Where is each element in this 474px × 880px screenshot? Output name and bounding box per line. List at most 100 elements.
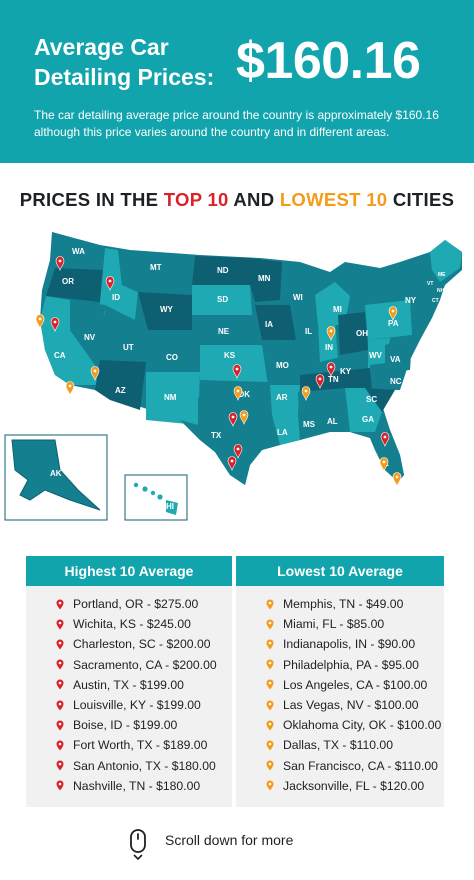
heading-lowest: LOWEST 10 [279, 189, 388, 210]
map-pin-dot [304, 389, 308, 393]
city-price: Miami, FL - $85.00 [283, 617, 385, 632]
map-pin-dot [53, 320, 57, 324]
heading-top: TOP 10 [163, 189, 229, 210]
map-pin-icon [56, 619, 64, 630]
city-price: Oklahoma City, OK - $100.00 [283, 718, 442, 733]
map-pin-icon [56, 659, 64, 670]
highest-column-header: Highest 10 Average [26, 556, 232, 586]
map-pin-icon [266, 700, 274, 711]
svg-text:IA: IA [265, 320, 273, 329]
map-pin-icon [56, 700, 64, 711]
map-pin-icon [266, 780, 274, 791]
svg-text:ND: ND [217, 266, 229, 275]
mouse-icon [130, 829, 146, 861]
svg-text:IL: IL [305, 327, 312, 336]
header-banner: Average Car Detailing Prices: $160.16 Th… [0, 0, 474, 163]
map-pin-high [326, 362, 336, 377]
svg-text:ME: ME [438, 272, 446, 278]
scroll-hint[interactable]: Scroll down for more [165, 832, 294, 848]
svg-text:WY: WY [160, 305, 174, 314]
map-pin-dot [68, 384, 72, 388]
city-price: Memphis, TN - $49.00 [283, 597, 404, 612]
map-pin-dot [236, 389, 240, 393]
map-pin-dot [382, 460, 386, 464]
map-pin-icon [56, 760, 64, 771]
city-price: Charleston, SC - $200.00 [73, 637, 211, 652]
city-price: Sacramento, CA - $200.00 [73, 657, 217, 672]
map-pin-dot [395, 475, 399, 479]
hawaii [133, 482, 178, 515]
map-pin-icon [266, 599, 274, 610]
map-pin-low [233, 386, 243, 401]
svg-text:WV: WV [369, 351, 383, 360]
list-item: Boise, ID - $199.00 [56, 715, 217, 735]
map-pin-low [388, 306, 398, 321]
map-pin-dot [58, 259, 62, 263]
city-price: Los Angeles, CA - $100.00 [283, 677, 428, 692]
svg-text:AR: AR [276, 393, 288, 402]
list-item: Philadelphia, PA - $95.00 [266, 655, 441, 675]
map-pin-icon [56, 780, 64, 791]
column-divider [232, 556, 236, 807]
list-item: Jacksonville, FL - $120.00 [266, 776, 441, 796]
list-item: Nashville, TN - $180.00 [56, 776, 217, 796]
map-pin-dot [383, 435, 387, 439]
map-pin-icon [56, 599, 64, 610]
city-price: Jacksonville, FL - $120.00 [283, 778, 425, 793]
map-pin-icon [266, 659, 274, 670]
svg-text:KY: KY [340, 367, 352, 376]
svg-text:AL: AL [327, 417, 338, 426]
map-pin-high [233, 444, 243, 459]
lowest-column-header: Lowest 10 Average [236, 556, 444, 586]
map-pin-dot [38, 317, 42, 321]
heading-text-2: AND [228, 189, 280, 210]
map-pin-dot [329, 365, 333, 369]
map-pin-low [326, 326, 336, 341]
svg-text:GA: GA [362, 415, 374, 424]
city-price: Austin, TX - $199.00 [73, 677, 184, 692]
list-item: Austin, TX - $199.00 [56, 675, 217, 695]
map-pin-icon [266, 639, 274, 650]
svg-text:MT: MT [150, 263, 162, 272]
map-pin-low [301, 386, 311, 401]
list-item: Charleston, SC - $200.00 [56, 634, 217, 654]
svg-text:MI: MI [333, 305, 342, 314]
svg-text:IN: IN [325, 343, 333, 352]
city-price: Fort Worth, TX - $189.00 [73, 738, 208, 753]
svg-text:MS: MS [303, 420, 316, 429]
svg-text:SD: SD [217, 295, 228, 304]
list-item: Wichita, KS - $245.00 [56, 614, 217, 634]
city-price: Indianapolis, IN - $90.00 [283, 637, 416, 652]
svg-text:VA: VA [390, 355, 401, 364]
highest-list: Portland, OR - $275.00 Wichita, KS - $245… [56, 594, 217, 796]
city-price: Wichita, KS - $245.00 [73, 617, 191, 632]
map-pin-icon [56, 679, 64, 690]
svg-text:OK: OK [238, 390, 250, 399]
city-price: Boise, ID - $199.00 [73, 718, 178, 733]
hawaii-inset [124, 474, 188, 521]
svg-text:NV: NV [84, 333, 96, 342]
map-pin-dot [93, 369, 97, 373]
svg-text:SC: SC [366, 395, 377, 404]
svg-text:AZ: AZ [115, 386, 126, 395]
map-pin-high [232, 364, 242, 379]
svg-text:CT: CT [432, 298, 439, 304]
list-item: San Antonio, TX - $180.00 [56, 756, 217, 776]
map-pin-high [50, 317, 60, 332]
map-pin-high [380, 432, 390, 447]
list-item: Fort Worth, TX - $189.00 [56, 735, 217, 755]
list-item: Dallas, TX - $110.00 [266, 735, 441, 755]
city-price: Nashville, TN - $180.00 [73, 778, 201, 793]
map-pin-icon [56, 639, 64, 650]
city-pins [35, 256, 402, 487]
svg-text:AK: AK [50, 469, 62, 478]
heading-text-3: CITIES [387, 189, 455, 210]
map-pin-icon [56, 740, 64, 751]
map-pin-low [392, 472, 402, 487]
map-pin-icon [266, 619, 274, 630]
svg-text:NM: NM [164, 393, 177, 402]
city-price: San Francisco, CA - $110.00 [283, 758, 438, 773]
map-pin-dot [230, 459, 234, 463]
city-price: Dallas, TX - $110.00 [283, 738, 393, 753]
svg-text:WA: WA [72, 247, 85, 256]
